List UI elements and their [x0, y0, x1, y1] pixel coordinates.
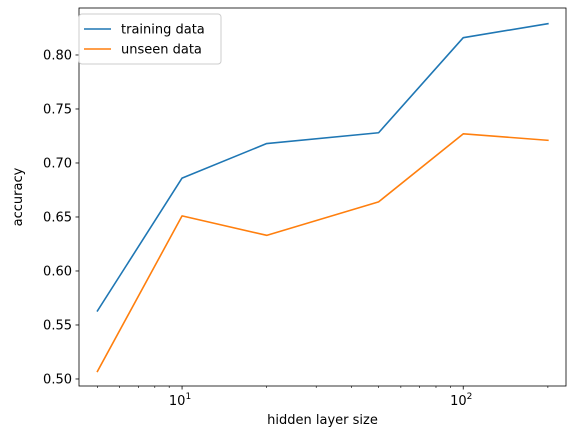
- x-axis-label: hidden layer size: [267, 413, 378, 428]
- y-tick-label: 0.75: [43, 102, 72, 117]
- x-tick-label: 101: [169, 392, 191, 409]
- x-tick-label: 102: [450, 392, 472, 409]
- y-tick-label: 0.50: [43, 372, 72, 387]
- y-tick-label: 0.70: [43, 156, 72, 171]
- y-tick-label: 0.80: [43, 48, 72, 63]
- x-axis-ticks: 101 102: [97, 386, 549, 409]
- plot-series: [96, 22, 549, 373]
- legend-label-unseen-data: unseen data: [121, 43, 202, 58]
- x-tick-label-base: 10: [169, 394, 186, 409]
- y-axis-label: accuracy: [11, 167, 26, 226]
- legend-label-training-data: training data: [121, 23, 205, 38]
- y-tick-label: 0.60: [43, 264, 72, 279]
- legend: training data unseen data: [78, 13, 222, 65]
- y-tick-label: 0.55: [43, 318, 72, 333]
- y-tick-label: 0.65: [43, 210, 72, 225]
- legend-box: [78, 13, 222, 65]
- x-tick-label-exponent: 1: [185, 392, 191, 402]
- series-line-unseen-data: [96, 133, 549, 373]
- x-tick-label-base: 10: [450, 394, 467, 409]
- y-axis-ticks: 0.50 0.55 0.60 0.65 0.70 0.75 0.80: [43, 48, 79, 387]
- plot-area-frame: [78, 7, 567, 387]
- series-line-training-data: [96, 22, 549, 313]
- x-tick-label-exponent: 2: [467, 392, 473, 402]
